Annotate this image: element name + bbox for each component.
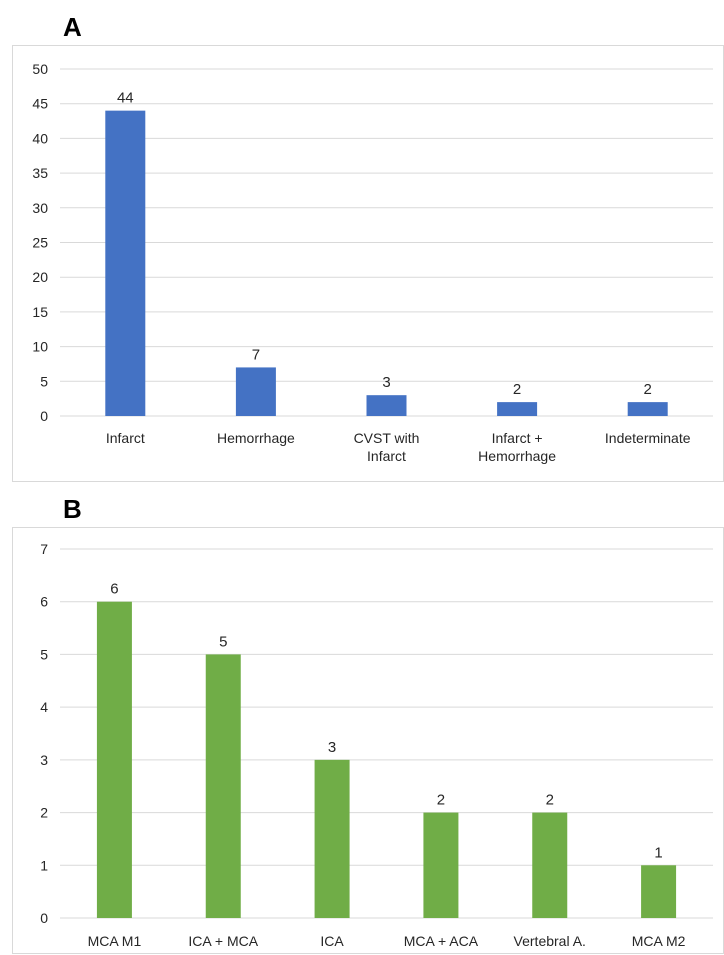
panel-label-b: B <box>63 494 82 524</box>
chart-b-category-label: MCA M1 <box>88 933 142 949</box>
chart-b-y-tick-label: 7 <box>40 541 48 557</box>
chart-b-data-label: 3 <box>328 739 336 756</box>
chart-b-category-label: ICA + MCA <box>188 933 258 949</box>
chart-a-y-tick-label: 25 <box>32 235 48 251</box>
chart-b-data-label: 2 <box>546 792 554 809</box>
chart-b-category-label: Vertebral A. <box>514 933 586 949</box>
chart-a-category-label: CVST with Infarct <box>354 430 420 464</box>
chart-a-bar <box>366 395 407 416</box>
chart-a: 0 5 10 15 20 25 30 35 40 45 50 44 Infarct 7 Hemorrhage… <box>32 61 713 464</box>
chart-a-y-tick-label: 45 <box>32 96 48 112</box>
chart-b-bar <box>532 812 568 918</box>
chart-b-bar <box>641 865 677 918</box>
chart-b: 0 1 2 3 4 5 6 7 6 MCA M1 5 ICA + MCA 3 ICA 2 MCA + ACA 2… <box>40 541 713 949</box>
chart-a-bar <box>497 402 538 416</box>
chart-a-y-tick-label: 5 <box>40 373 48 389</box>
chart-a-y-tick-label: 15 <box>32 304 48 320</box>
chart-b-y-tick-label: 6 <box>40 594 48 610</box>
chart-a-data-label: 2 <box>644 381 652 398</box>
chart-b-bar <box>205 654 241 918</box>
chart-a-category-label: Indeterminate <box>605 430 691 446</box>
chart-a-data-label: 2 <box>513 381 521 398</box>
chart-b-y-tick-label: 2 <box>40 805 48 821</box>
chart-b-category-label: MCA + ACA <box>404 933 479 949</box>
chart-a-data-label: 44 <box>117 90 134 107</box>
panel-label-a: A <box>63 12 82 42</box>
chart-b-category-label: MCA M2 <box>632 933 686 949</box>
chart-a-bar <box>627 402 668 416</box>
chart-b-category-label: ICA <box>320 933 344 949</box>
chart-a-y-tick-label: 30 <box>32 200 48 216</box>
chart-b-bar <box>314 759 350 918</box>
chart-b-bar <box>423 812 459 918</box>
chart-b-data-label: 5 <box>219 633 227 650</box>
chart-b-data-label: 1 <box>654 844 662 861</box>
chart-b-bar <box>96 601 132 918</box>
chart-a-bar <box>235 367 276 416</box>
chart-b-y-tick-label: 1 <box>40 857 48 873</box>
chart-b-frame: 0 1 2 3 4 5 6 7 6 MCA M1 5 ICA + MCA 3 ICA 2 MCA + ACA 2… <box>12 527 724 954</box>
chart-a-category-label: Hemorrhage <box>217 430 295 446</box>
chart-a-y-tick-label: 20 <box>32 269 48 285</box>
chart-a-data-label: 3 <box>382 374 390 391</box>
chart-b-data-label: 6 <box>110 581 118 598</box>
chart-a-frame: 0 5 10 15 20 25 30 35 40 45 50 44 Infarct 7 Hemorrhage… <box>12 45 724 482</box>
chart-b-y-tick-label: 5 <box>40 646 48 662</box>
chart-a-y-tick-label: 0 <box>40 408 48 424</box>
chart-a-category-label: Infarct + Hemorrhage <box>478 430 556 464</box>
chart-a-y-tick-label: 10 <box>32 339 48 355</box>
chart-a-y-tick-label: 40 <box>32 130 48 146</box>
chart-a-bar <box>105 110 146 416</box>
chart-b-y-tick-label: 4 <box>40 699 48 715</box>
chart-b-y-tick-label: 0 <box>40 910 48 926</box>
chart-a-data-label: 7 <box>252 346 260 363</box>
chart-b-y-tick-label: 3 <box>40 752 48 768</box>
chart-a-y-tick-label: 50 <box>32 61 48 77</box>
chart-a-category-label: Infarct <box>106 430 145 446</box>
chart-b-data-label: 2 <box>437 792 445 809</box>
chart-a-y-tick-label: 35 <box>32 165 48 181</box>
